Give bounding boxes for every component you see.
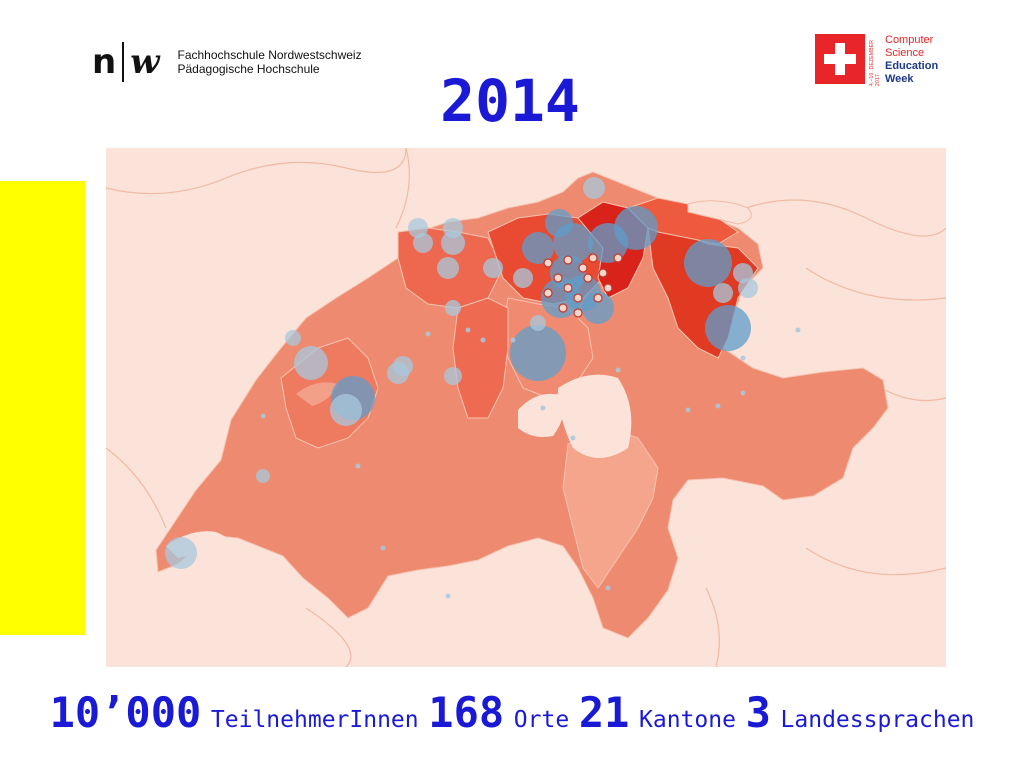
location-bubble [522,232,554,264]
location-dot [380,545,386,551]
location-bubble [583,177,605,199]
participants-label: TeilnehmerInnen [210,707,419,733]
location-bubble [738,278,758,298]
location-marker [583,273,593,283]
location-dot [795,327,801,333]
lake-constance [687,200,752,225]
places-label: Orte [513,707,570,733]
location-bubble [393,356,413,376]
location-dot [740,355,746,361]
cantons-value: 21 [578,688,630,737]
location-bubble [443,218,463,238]
lake-lucerne-zone [518,393,565,437]
institution-name: Fachhochschule Nordwestschweiz Pädagogis… [178,48,362,76]
location-bubble [441,231,465,255]
location-marker [543,258,553,268]
participants-value: 10’000 [49,688,202,737]
location-bubble [614,206,658,250]
logo-letter-w: w [130,42,160,82]
location-dot [480,337,486,343]
location-marker [613,253,623,263]
location-dot [510,337,516,343]
location-marker [553,273,563,283]
places-value: 168 [428,688,505,737]
institution-line-2: Pädagogische Hochschule [177,62,320,76]
logo-divider [122,42,125,82]
lake-neuchatel [296,382,338,406]
location-marker [563,255,573,265]
location-bubble [713,283,733,303]
location-bubble [582,292,614,324]
event-line-1: Computer [885,34,934,46]
location-marker [598,268,608,278]
summary-stats: 10’000 TeilnehmerInnen 168 Orte 21 Kanto… [0,688,1024,737]
event-line-4: Week [885,73,914,85]
location-marker [593,293,603,303]
location-marker [558,303,568,313]
institution-line-1: Fachhochschule Nordwestschweiz [177,48,362,62]
languages-label: Landessprachen [780,707,975,733]
location-bubble [165,537,197,569]
location-bubble [530,315,546,331]
location-dot [465,327,471,333]
nw-logo-mark: n w [92,42,160,82]
location-marker [573,308,583,318]
participation-bubbles [165,177,801,599]
location-bubble [445,300,461,316]
location-marker [563,283,573,293]
location-dot [355,463,361,469]
location-marker [573,293,583,303]
location-bubble [437,257,459,279]
switzerland-map [106,148,946,667]
location-dot [685,407,691,413]
cs-education-week-logo: 4.–10. DEZEMBER 2017 Computer Science Ed… [815,34,938,86]
location-dot [615,367,621,373]
location-dot [715,403,721,409]
location-dot [570,435,576,441]
lake-central-zone [558,374,632,458]
location-marker [603,283,613,293]
location-dot [445,593,451,599]
page-title-year: 2014 [440,67,580,135]
location-bubble [513,268,533,288]
swiss-flag-icon [815,34,865,84]
location-dot [740,390,746,396]
location-bubble [444,367,462,385]
yellow-side-bar [0,181,85,635]
location-dot [260,413,266,419]
location-marker [588,253,598,263]
location-dot [540,405,546,411]
location-bubble [684,239,732,287]
location-marker [543,288,553,298]
cantons-label: Kantone [639,707,736,733]
map-svg [106,148,946,667]
location-bubble [256,469,270,483]
location-dot [605,585,611,591]
location-bubble [330,394,362,426]
location-bubble [483,258,503,278]
event-line-3: Education [885,60,939,72]
location-bubble [294,346,328,380]
location-bubble [413,233,433,253]
event-name: Computer Science Education Week [885,34,938,86]
fhnw-logo: n w Fachhochschule Nordwestschweiz Pädag… [92,40,362,84]
location-bubble [510,325,566,381]
location-bubble [553,223,593,263]
neighbor-borders [106,148,946,667]
event-line-2: Science [885,47,925,59]
logo-letter-n: n [92,42,117,82]
location-dot [425,331,431,337]
location-bubble [285,330,301,346]
location-marker [578,263,588,273]
location-bubble [705,305,751,351]
canton-region-south-light [562,427,659,589]
languages-value: 3 [745,688,771,737]
